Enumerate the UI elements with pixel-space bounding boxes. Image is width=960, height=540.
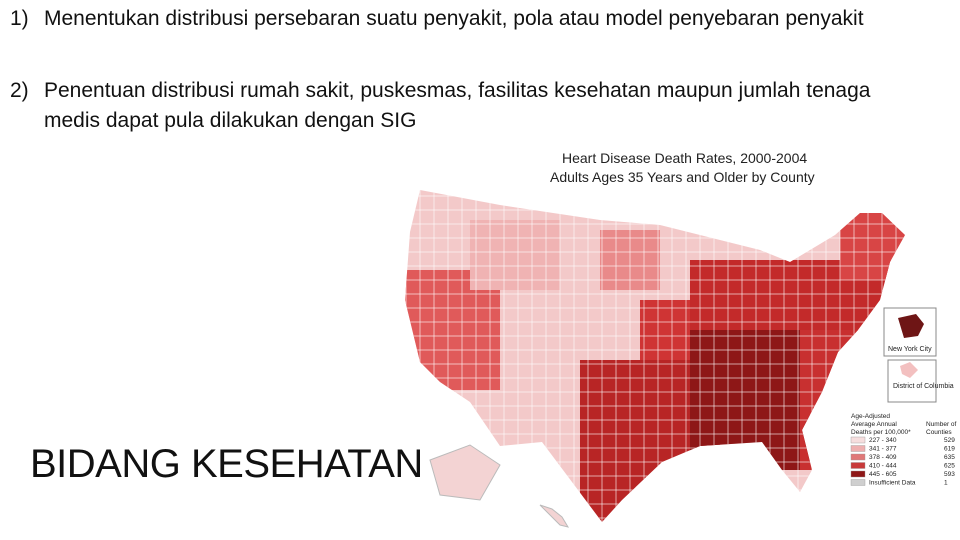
legend-swatch	[850, 462, 866, 469]
legend-swatch	[850, 479, 866, 486]
legend-label: 410 - 444	[869, 463, 897, 470]
legend-header: Deaths per 100,000*	[851, 429, 911, 436]
heading: BIDANG KESEHATAN	[30, 442, 423, 486]
legend-label: 227 - 340	[869, 437, 897, 444]
legend-header: Age-Adjusted	[851, 413, 890, 420]
map-title: Heart Disease Death Rates, 2000-2004	[562, 150, 807, 166]
legend-count: 1	[944, 480, 948, 487]
alaska	[429, 444, 501, 501]
legend-label: 341 - 377	[869, 446, 897, 453]
legend-label: Insufficient Data	[869, 480, 916, 487]
item-text: Menentukan distribusi persebaran suatu p…	[44, 7, 864, 30]
legend-count: 593	[944, 471, 955, 478]
legend-header: Average Annual	[851, 421, 897, 428]
legend-label: 378 - 409	[869, 454, 897, 461]
legend-count: 625	[944, 463, 955, 470]
legend-count-header: Counties	[926, 429, 952, 436]
legend-count: 529	[944, 437, 955, 444]
hawaii	[539, 504, 570, 528]
legend-label: 445 - 605	[869, 471, 897, 478]
legend-swatch	[850, 470, 866, 478]
legend-count: 635	[944, 454, 955, 461]
inset-shape	[900, 362, 918, 378]
item-text: Penentuan distribusi rumah sakit, puskes…	[44, 79, 871, 132]
list-item: 1) Menentukan distribusi persebaran suat…	[10, 4, 910, 34]
list-item: 2) Penentuan distribusi rumah sakit, pus…	[10, 76, 910, 136]
inset-label: New York City	[888, 346, 932, 353]
inset-label: District of Columbia	[893, 383, 954, 390]
legend-swatch	[850, 445, 866, 452]
legend-count: 619	[944, 446, 955, 453]
legend-count-header: Number of	[926, 421, 957, 428]
map-subtitle: Adults Ages 35 Years and Older by County	[550, 169, 815, 185]
item-number: 2)	[10, 79, 29, 102]
legend-swatch	[850, 436, 866, 444]
legend-swatch	[850, 453, 866, 461]
inset-shape	[898, 314, 924, 338]
item-number: 1)	[10, 7, 29, 30]
